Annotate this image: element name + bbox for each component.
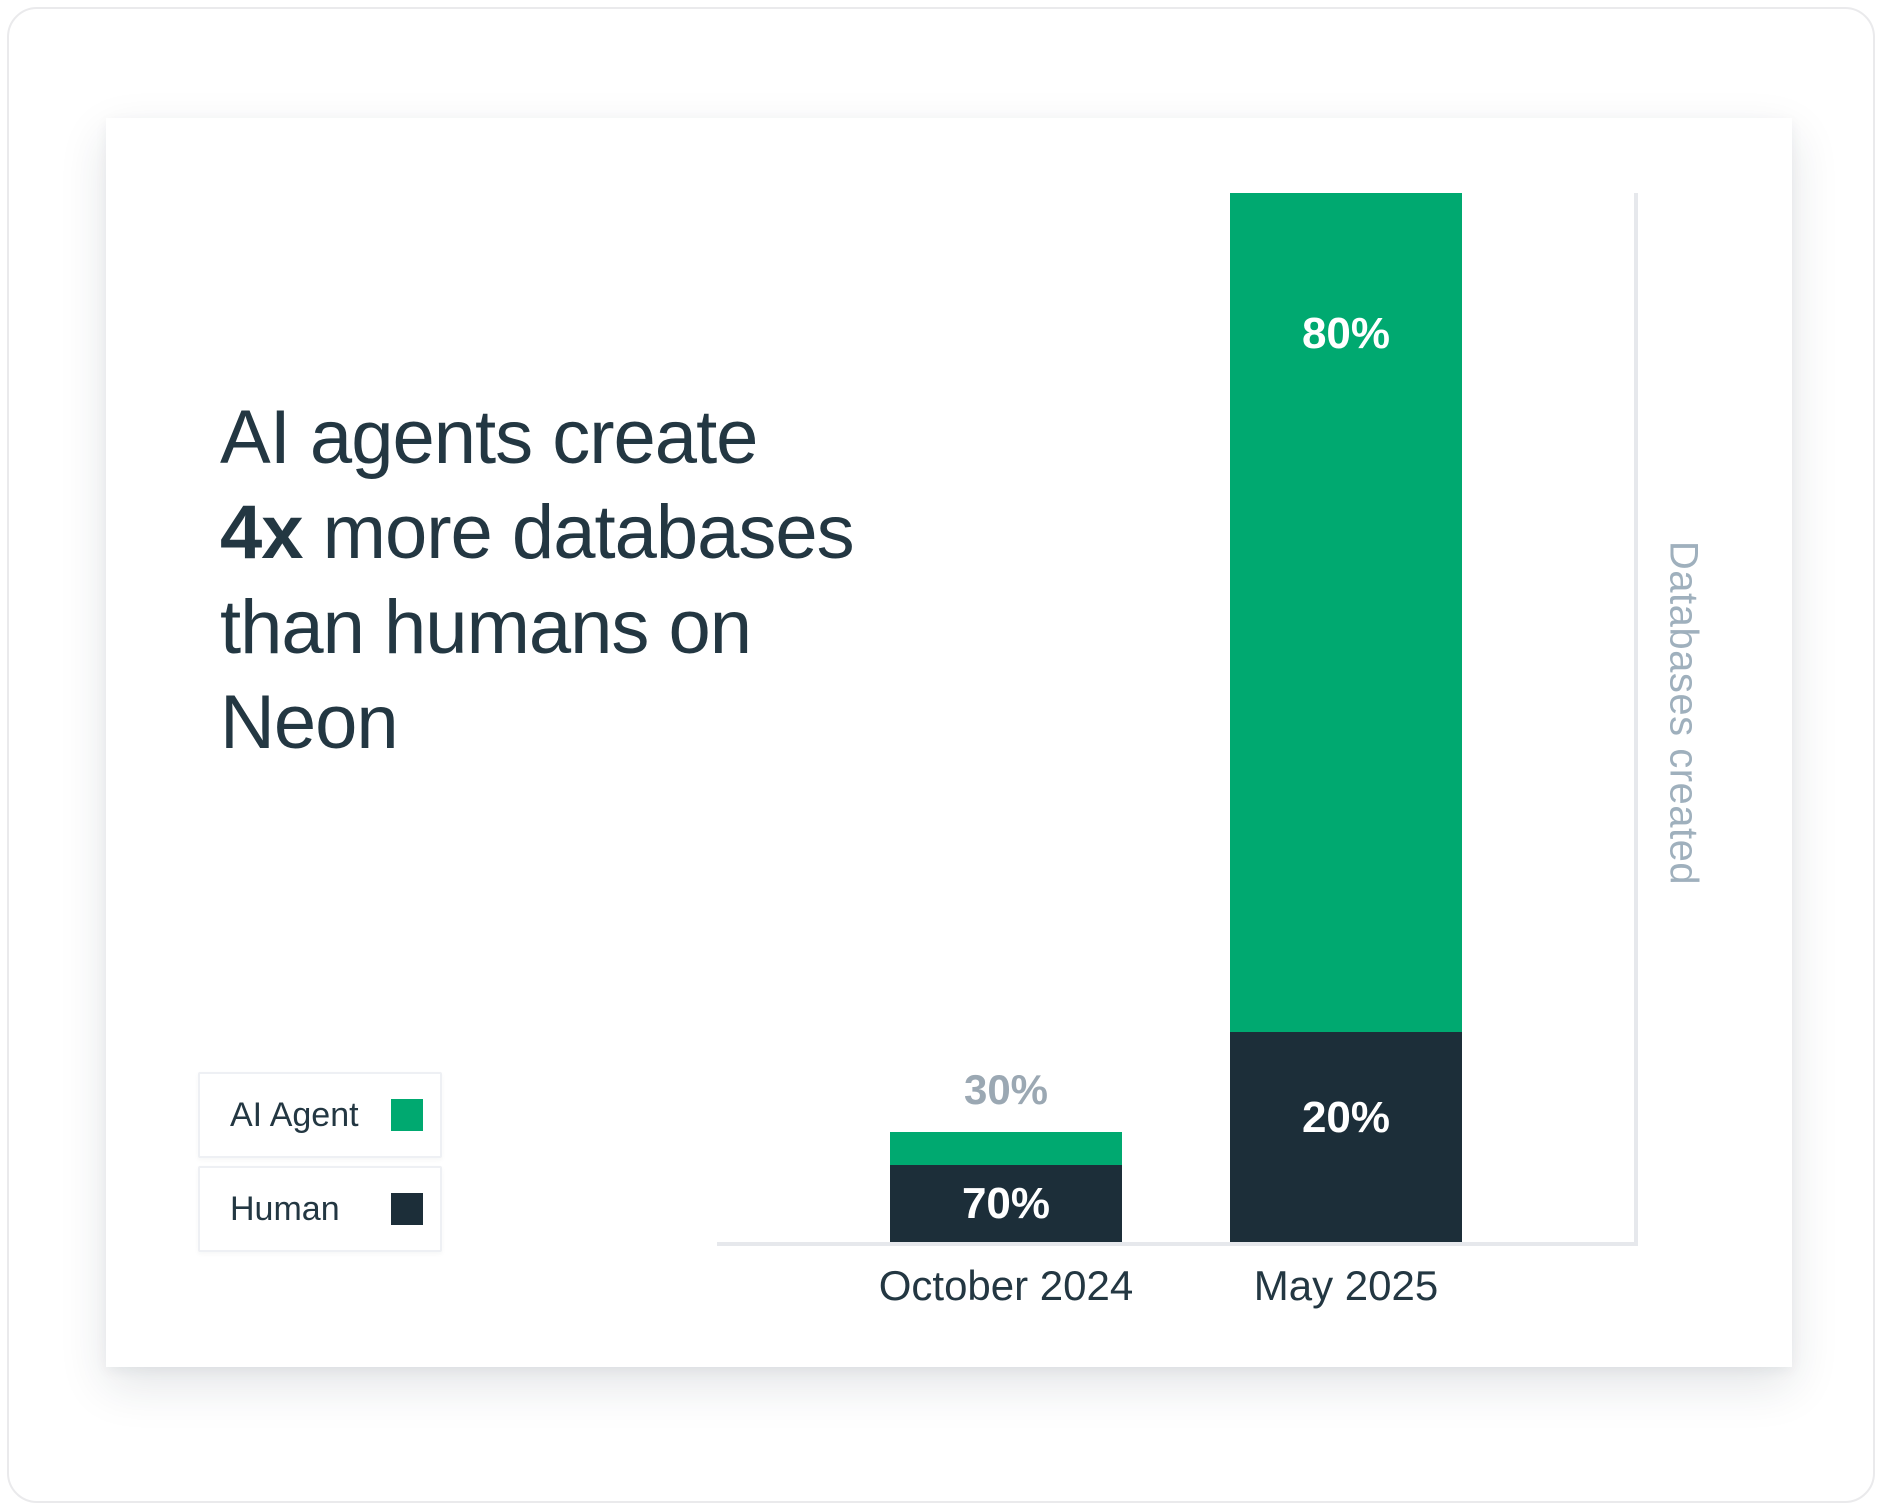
legend-label-human: Human — [230, 1189, 340, 1228]
value-label-human-may: 20% — [1301, 1093, 1391, 1142]
chart-title: AI agents create 4x more databases than … — [220, 390, 855, 770]
y-axis-title: Databases created — [1661, 540, 1706, 886]
value-label-human-october: 70% — [961, 1179, 1051, 1228]
legend-item-human: Human — [198, 1166, 442, 1252]
x-axis-line — [717, 1242, 1638, 1246]
value-label-ai-agent-may: 80% — [1301, 309, 1391, 358]
x-axis-label-october-2024: October 2024 — [878, 1262, 1134, 1309]
human-color-swatch — [391, 1193, 423, 1225]
y-axis-line — [1634, 193, 1638, 1246]
title-line-2: more databases — [302, 490, 855, 575]
value-label-ai-agent-october: 30% — [963, 1066, 1049, 1113]
ai-agent-color-swatch — [391, 1099, 423, 1131]
legend-label-ai-agent: AI Agent — [230, 1095, 359, 1134]
title-multiplier: 4x — [220, 490, 304, 575]
bar-segment-human-may — [1230, 1032, 1462, 1242]
bar-segment-ai-agent-october — [890, 1132, 1122, 1165]
legend-item-ai-agent: AI Agent — [198, 1072, 442, 1158]
title-line-3: than humans on — [220, 585, 752, 670]
bar-segment-human-october — [890, 1165, 1122, 1242]
title-line-4: Neon — [220, 680, 399, 765]
x-axis-label-may-2025: May 2025 — [1253, 1262, 1439, 1309]
title-line-1: AI agents create — [220, 395, 758, 480]
infographic-card: AI agents create 4x more databases than … — [106, 118, 1792, 1367]
bar-segment-ai-agent-may — [1230, 193, 1462, 1032]
